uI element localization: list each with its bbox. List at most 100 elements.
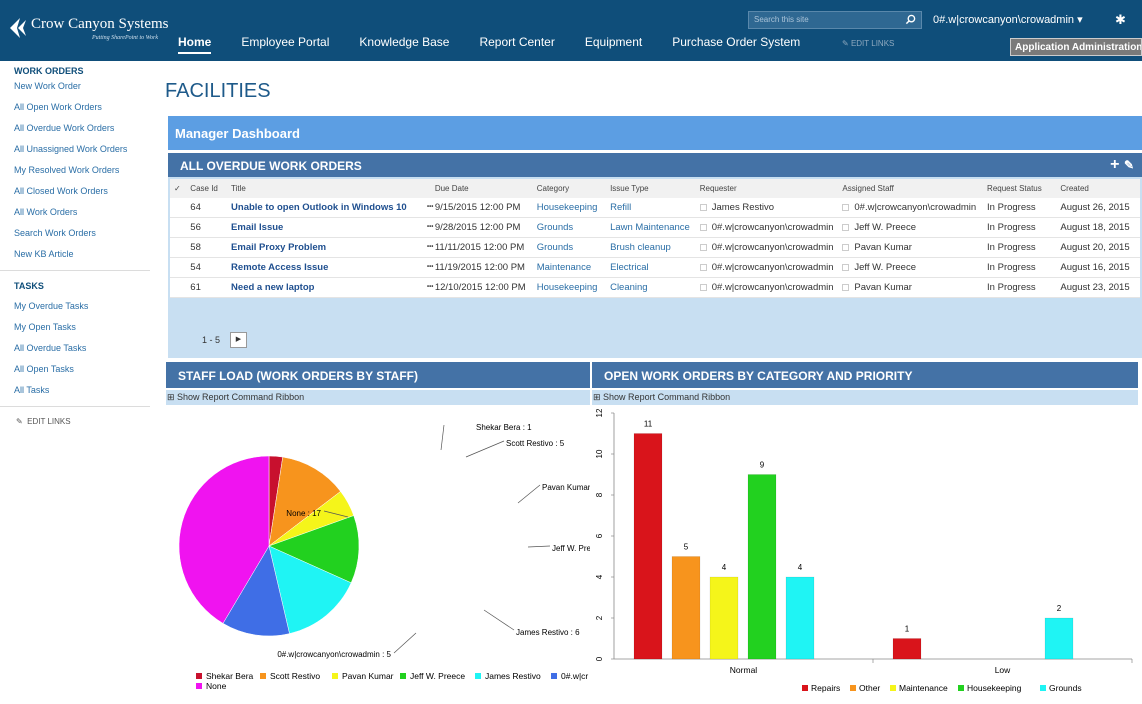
column-header-created[interactable]: Created (1056, 179, 1140, 198)
column-header-title[interactable]: Title (227, 179, 431, 198)
request-status: In Progress (983, 198, 1057, 218)
column-header-case-id[interactable]: Case Id (186, 179, 228, 198)
item-menu-icon[interactable]: ••• (427, 224, 434, 230)
category-link[interactable]: Housekeeping (532, 277, 607, 298)
work-orders-link-new-kb-article[interactable]: New KB Article (14, 249, 74, 259)
issue-type-link[interactable]: Lawn Maintenance (606, 217, 696, 238)
issue-type-link[interactable]: Brush cleanup (606, 237, 696, 258)
column-header-category[interactable]: Category (532, 179, 607, 198)
work-orders-link-all-work-orders[interactable]: All Work Orders (14, 207, 78, 217)
brand-logo[interactable]: Crow Canyon Systems Putting SharePoint t… (4, 14, 169, 50)
left-nav-divider (0, 270, 150, 271)
tasks-link-all-overdue-tasks[interactable]: All Overdue Tasks (14, 343, 87, 353)
category-link[interactable]: Housekeeping (532, 198, 607, 218)
category-link[interactable]: Grounds (532, 217, 607, 238)
bar[interactable] (747, 474, 777, 660)
row-select[interactable] (170, 257, 187, 278)
nav-item-knowledge-base[interactable]: Knowledge Base (359, 35, 450, 49)
request-status: In Progress (983, 237, 1057, 258)
select-all-check[interactable]: ✓ (170, 179, 187, 198)
row-select[interactable] (170, 237, 187, 258)
row-select[interactable] (170, 217, 187, 238)
pie-slice[interactable] (268, 515, 360, 584)
title-link[interactable]: Remote Access Issue ••• (227, 257, 434, 278)
edit-icon[interactable]: ✎ (1123, 158, 1134, 172)
title-link[interactable]: Email Proxy Problem ••• (227, 237, 434, 258)
user-menu[interactable]: 0#.w|crowcanyon\crowadmin ▾ (933, 14, 1083, 26)
pie-slice[interactable] (268, 456, 341, 547)
category-link[interactable]: Grounds (532, 237, 607, 258)
nav-item-home[interactable]: Home (178, 35, 212, 54)
nav-item-equipment[interactable]: Equipment (584, 35, 643, 49)
title-link[interactable]: Need a new laptop ••• (227, 277, 434, 298)
bar-value-label: 11 (644, 420, 653, 429)
bar[interactable] (633, 433, 663, 660)
bar[interactable] (1044, 617, 1074, 660)
legend-swatch (332, 673, 338, 679)
created-date: August 18, 2015 (1056, 217, 1140, 238)
tasks-link-all-tasks[interactable]: All Tasks (14, 385, 50, 395)
category-ribbon-toggle[interactable]: ⊞ Show Report Command Ribbon (592, 390, 1138, 405)
pie-slice[interactable] (222, 545, 290, 637)
column-header-requester[interactable]: Requester (695, 179, 839, 198)
nav-item-employee-portal[interactable]: Employee Portal (241, 35, 330, 49)
presence-icon (699, 223, 707, 231)
work-orders-link-all-unassigned-work-orders[interactable]: All Unassigned Work Orders (14, 144, 128, 154)
nav-item-purchase-order-system[interactable]: Purchase Order System (672, 35, 801, 49)
app-admin-button[interactable]: Application Administration (1010, 38, 1142, 56)
work-orders-link-my-resolved-work-orders[interactable]: My Resolved Work Orders (14, 165, 120, 175)
work-orders-link-search-work-orders[interactable]: Search Work Orders (14, 228, 96, 238)
work-orders-link-all-open-work-orders[interactable]: All Open Work Orders (14, 102, 102, 112)
bar[interactable] (892, 638, 922, 660)
search-box[interactable]: Search this site (748, 11, 922, 29)
bar[interactable] (671, 556, 701, 660)
bar[interactable] (709, 576, 739, 660)
table-row[interactable]: 64 Unable to open Outlook in Windows 10 ••… (170, 198, 1140, 218)
legend-label: Repairs (811, 683, 840, 693)
work-orders-link-all-closed-work-orders[interactable]: All Closed Work Orders (14, 186, 108, 196)
edit-links-top[interactable]: ✎ EDIT LINKS (842, 39, 895, 48)
work-orders-link-new-work-order[interactable]: New Work Order (14, 81, 81, 91)
nav-item-report-center[interactable]: Report Center (479, 35, 555, 49)
row-select[interactable] (170, 277, 187, 298)
legend-swatch (475, 673, 481, 679)
issue-type-link[interactable]: Refill (606, 198, 696, 218)
overdue-table: ✓ Case Id Title Due Date Category Issue Type R… (170, 179, 1140, 298)
brand-tagline: Putting SharePoint to Work (92, 35, 159, 41)
tasks-link-my-overdue-tasks[interactable]: My Overdue Tasks (14, 301, 89, 311)
presence-icon (842, 203, 850, 211)
row-select[interactable] (170, 198, 187, 218)
edit-links-left[interactable]: ✎ EDIT LINKS (16, 417, 71, 426)
table-row[interactable]: 61 Need a new laptop ••• 12/10/2015 12:00 P… (170, 277, 1140, 298)
issue-type-link[interactable]: Cleaning (606, 277, 696, 298)
item-menu-icon[interactable]: ••• (427, 264, 434, 270)
next-page-button[interactable]: ▶ (230, 332, 247, 348)
issue-type-link[interactable]: Electrical (606, 257, 696, 278)
category-priority-panel: OPEN WORK ORDERS BY CATEGORY AND PRIORIT… (592, 362, 1138, 704)
search-icon[interactable] (905, 14, 916, 25)
gear-icon[interactable]: ✱ (1115, 12, 1126, 27)
table-row[interactable]: 56 Email Issue ••• 9/28/2015 12:00 PM Ground… (170, 217, 1140, 238)
bar[interactable] (785, 576, 815, 660)
column-header-assigned-staff[interactable]: Assigned Staff (838, 179, 984, 198)
item-menu-icon[interactable]: ••• (427, 244, 434, 250)
title-link[interactable]: Email Issue ••• (227, 217, 434, 238)
column-header-request-status[interactable]: Request Status (983, 179, 1057, 198)
case-id: 64 (186, 198, 228, 218)
pie-slice[interactable] (178, 455, 270, 624)
title-link[interactable]: Unable to open Outlook in Windows 10 ••• (227, 198, 434, 218)
category-link[interactable]: Maintenance (532, 257, 607, 278)
table-row[interactable]: 54 Remote Access Issue ••• 11/19/2015 12:00… (170, 257, 1140, 278)
column-header-issue-type[interactable]: Issue Type (606, 179, 696, 198)
item-menu-icon[interactable]: ••• (427, 204, 434, 210)
pie-slice[interactable] (268, 545, 352, 634)
item-menu-icon[interactable]: ••• (427, 284, 434, 290)
tasks-link-all-open-tasks[interactable]: All Open Tasks (14, 364, 74, 374)
pie-leader-line (483, 609, 515, 631)
table-row[interactable]: 58 Email Proxy Problem ••• 11/11/2015 12:00… (170, 237, 1140, 258)
staff-ribbon-toggle[interactable]: ⊞ Show Report Command Ribbon (166, 390, 590, 405)
add-icon[interactable]: + (1110, 156, 1120, 173)
column-header-due-date[interactable]: Due Date (430, 179, 533, 198)
work-orders-link-all-overdue-work-orders[interactable]: All Overdue Work Orders (14, 123, 115, 133)
tasks-link-my-open-tasks[interactable]: My Open Tasks (14, 322, 76, 332)
